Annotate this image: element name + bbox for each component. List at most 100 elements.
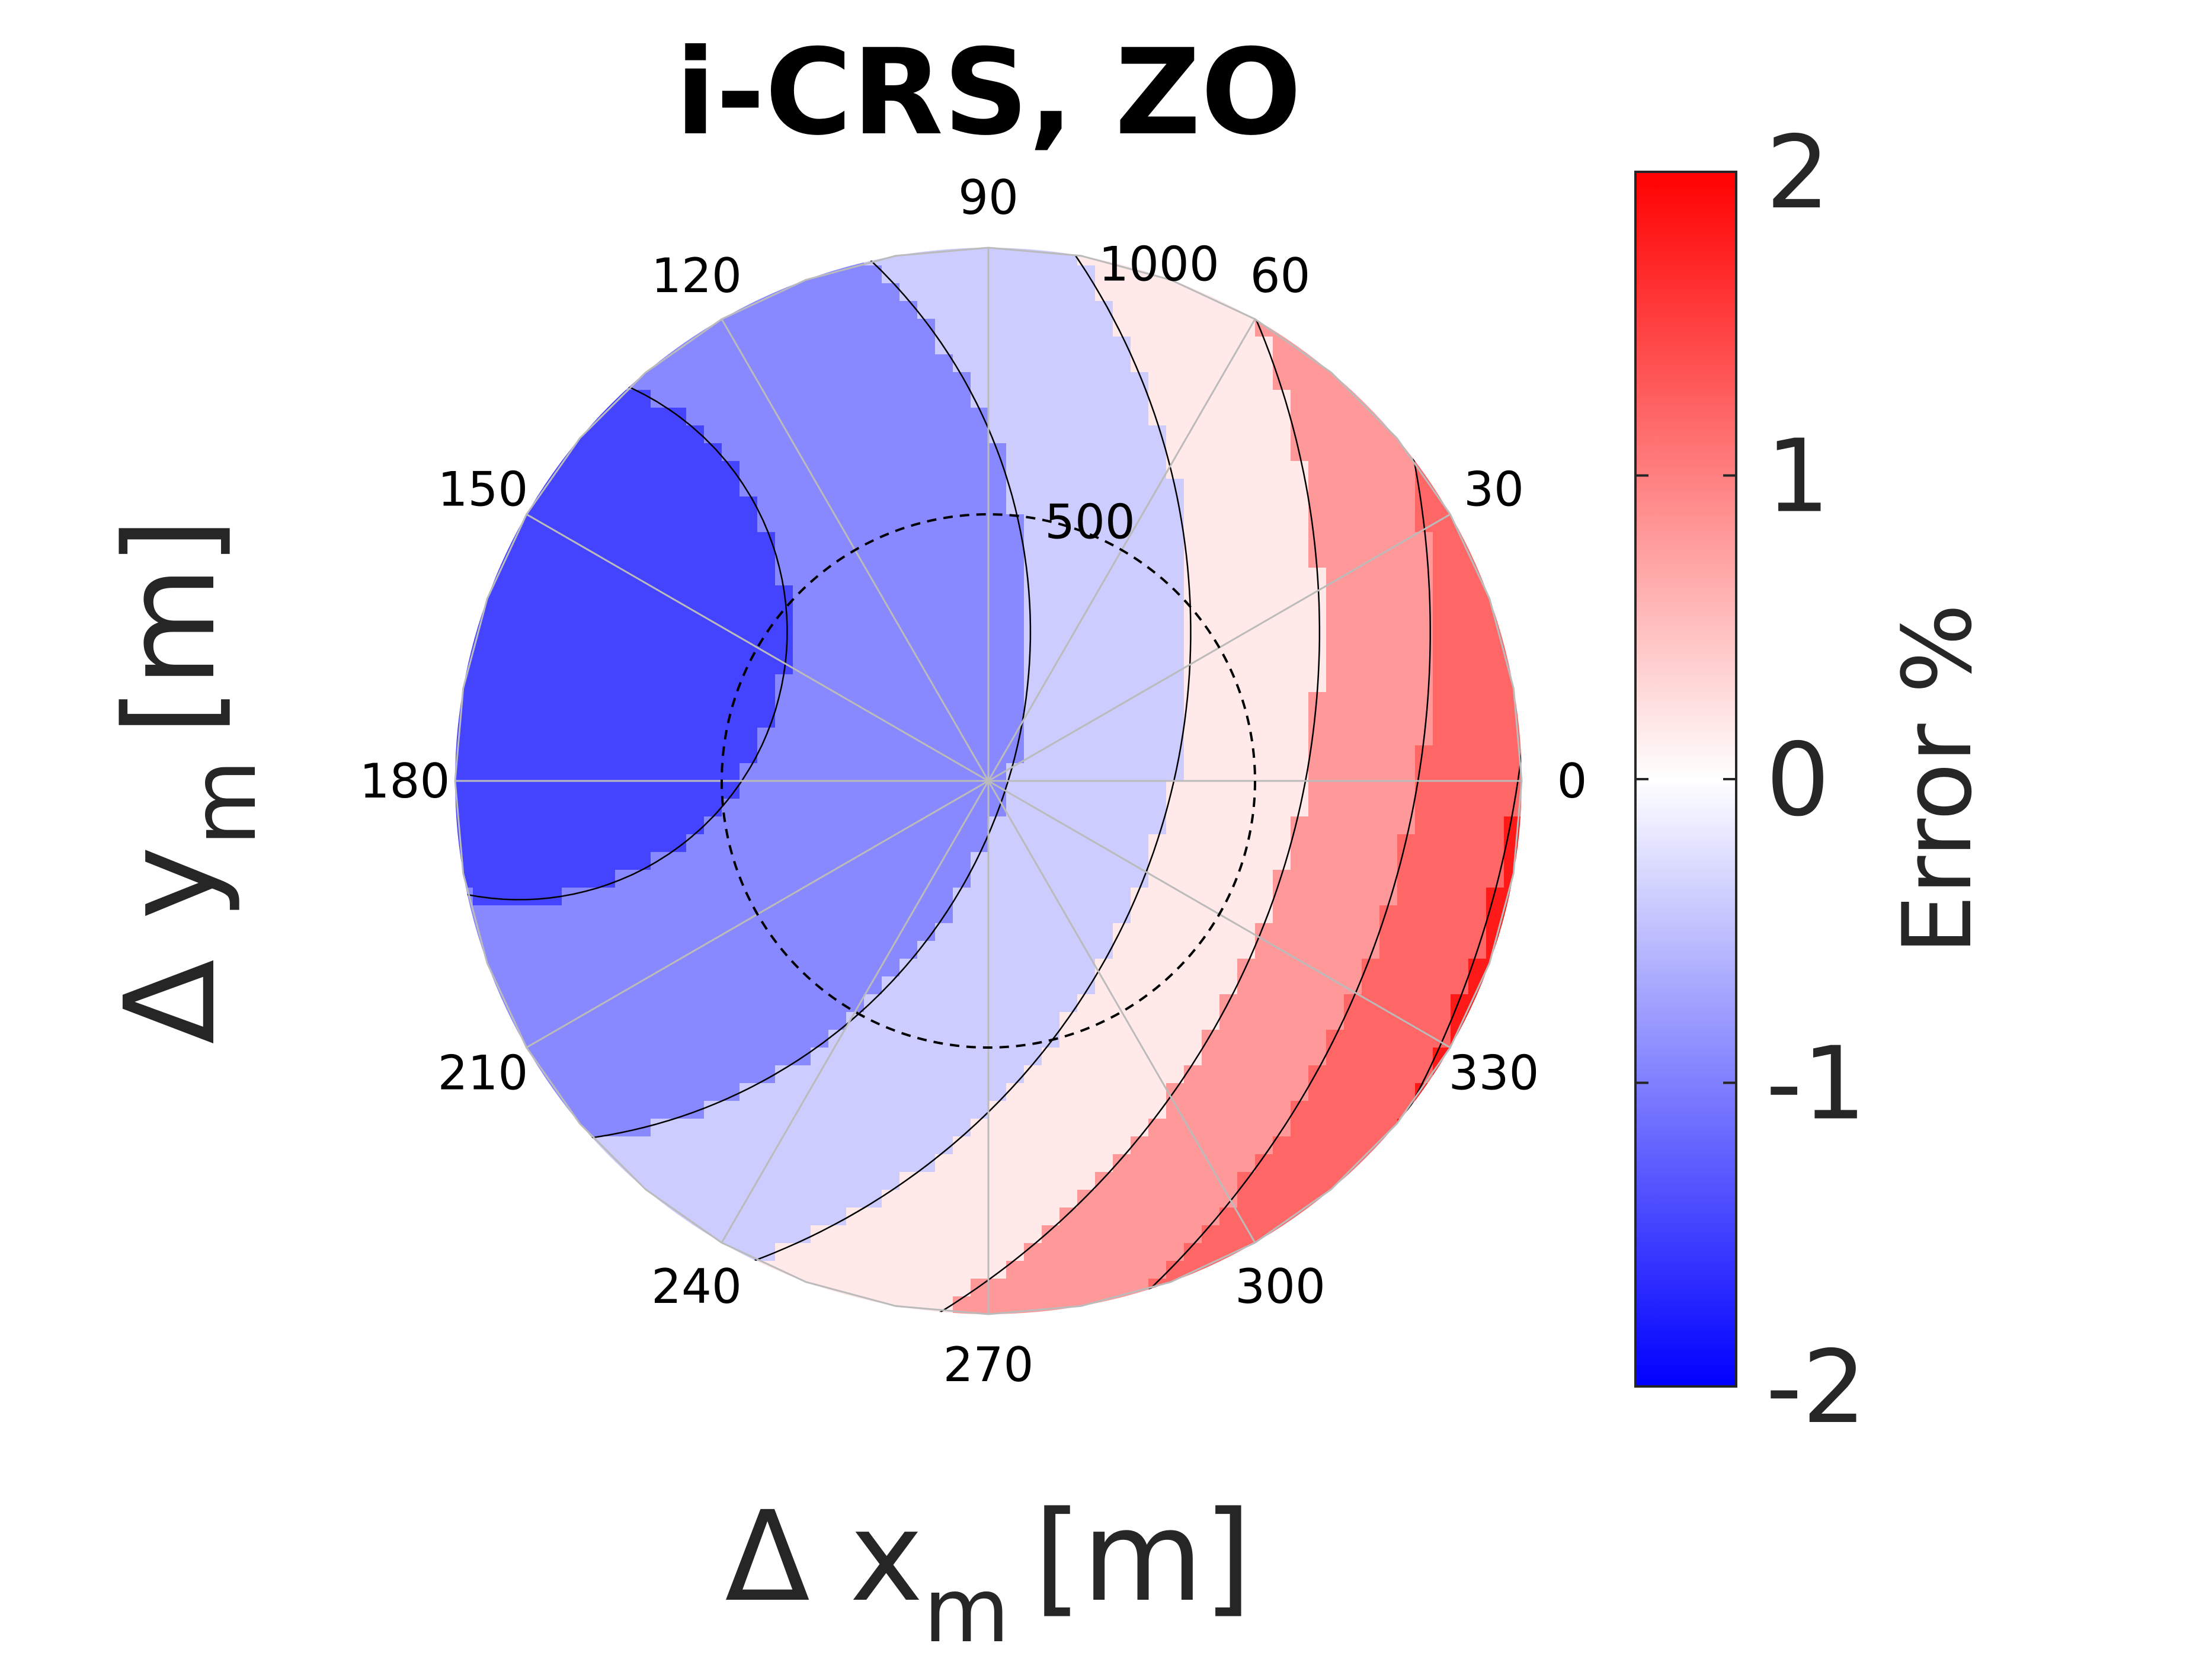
contour-cell bbox=[1486, 763, 1504, 782]
contour-cell bbox=[1397, 923, 1416, 941]
contour-cell bbox=[971, 1136, 989, 1155]
angle-tick-label: 30 bbox=[1464, 462, 1524, 517]
contour-cell bbox=[1148, 941, 1167, 959]
contour-cell bbox=[562, 710, 580, 728]
contour-cell bbox=[1184, 710, 1202, 728]
contour-cell bbox=[899, 1136, 918, 1155]
contour-cell bbox=[1291, 1065, 1309, 1084]
contour-cell bbox=[1362, 834, 1380, 853]
contour-cell bbox=[1362, 745, 1380, 764]
contour-cell bbox=[633, 408, 651, 426]
contour-cell bbox=[757, 621, 776, 639]
contour-cell bbox=[704, 1172, 722, 1190]
contour-cell bbox=[864, 354, 882, 373]
contour-cell bbox=[971, 1065, 989, 1084]
contour-cell bbox=[722, 390, 740, 408]
contour-cell bbox=[1184, 301, 1202, 319]
contour-cell bbox=[1308, 976, 1327, 995]
contour-cell bbox=[1219, 425, 1238, 444]
contour-cell bbox=[1397, 745, 1416, 764]
contour-cell bbox=[1077, 1083, 1096, 1101]
contour-cell bbox=[757, 1101, 776, 1119]
contour-cell bbox=[740, 941, 758, 959]
contour-cell bbox=[1202, 905, 1220, 924]
contour-cell bbox=[988, 1225, 1007, 1244]
contour-cell bbox=[1148, 337, 1167, 355]
contour-cell bbox=[846, 408, 865, 426]
contour-cell bbox=[1486, 870, 1504, 888]
contour-cell bbox=[1344, 1012, 1362, 1030]
contour-cell bbox=[704, 479, 722, 497]
contour-cell bbox=[1131, 603, 1149, 622]
contour-cell bbox=[1113, 497, 1131, 515]
contour-cell bbox=[1113, 674, 1131, 693]
contour-cell bbox=[971, 372, 989, 390]
contour-cell bbox=[988, 1136, 1007, 1155]
contour-cell bbox=[651, 816, 669, 835]
contour-cell bbox=[935, 781, 953, 799]
contour-cell bbox=[544, 1065, 562, 1084]
contour-cell bbox=[1184, 905, 1202, 924]
contour-cell bbox=[704, 1154, 722, 1173]
contour-cell bbox=[1095, 532, 1113, 550]
contour-cell bbox=[1468, 568, 1487, 586]
contour-cell bbox=[704, 870, 722, 888]
contour-cell bbox=[917, 1190, 936, 1208]
contour-cell bbox=[1148, 621, 1167, 639]
contour-cell bbox=[1237, 1083, 1256, 1101]
contour-cell bbox=[1344, 1030, 1362, 1048]
contour-cell bbox=[917, 1296, 936, 1314]
contour-cell bbox=[1131, 337, 1149, 355]
contour-cell bbox=[704, 639, 722, 657]
contour-cell bbox=[1504, 852, 1522, 870]
reference-circle bbox=[721, 513, 1256, 1049]
contour-cell bbox=[793, 372, 811, 390]
contour-cell bbox=[1131, 728, 1149, 746]
contour-cell bbox=[899, 994, 918, 1013]
contour-cell bbox=[1202, 692, 1220, 710]
contour-cell bbox=[491, 728, 509, 746]
contour-cell bbox=[473, 834, 491, 853]
contour-cell bbox=[1326, 941, 1345, 959]
contour-cell bbox=[1308, 816, 1327, 835]
contour-cell bbox=[828, 781, 847, 799]
contour-cell bbox=[668, 976, 687, 995]
contour-cell bbox=[899, 923, 918, 941]
contour-cell bbox=[1255, 1136, 1273, 1155]
contour-cell bbox=[1291, 888, 1309, 906]
contour-cell bbox=[668, 923, 687, 941]
contour-cell bbox=[704, 408, 722, 426]
contour-cell bbox=[793, 852, 811, 870]
contour-cell bbox=[1006, 372, 1025, 390]
contour-cell bbox=[1433, 461, 1451, 479]
contour-cell bbox=[1415, 976, 1433, 995]
contour-cell bbox=[988, 674, 1007, 693]
contour-cell bbox=[1433, 603, 1451, 622]
contour-cell bbox=[1326, 656, 1345, 675]
contour-cell bbox=[455, 941, 473, 959]
contour-cell bbox=[953, 319, 971, 337]
contour-cell bbox=[828, 834, 847, 853]
contour-cell bbox=[1095, 301, 1113, 319]
contour-cell bbox=[1113, 1225, 1131, 1244]
contour-cell bbox=[1468, 710, 1487, 728]
contour-cell bbox=[1059, 1190, 1078, 1208]
contour-cell bbox=[1024, 621, 1042, 639]
contour-cell bbox=[1219, 497, 1238, 515]
contour-cell bbox=[562, 1065, 580, 1084]
contour-cell bbox=[1095, 674, 1113, 693]
contour-cell bbox=[1095, 656, 1113, 675]
contour-cell bbox=[1166, 283, 1185, 302]
contour-cell bbox=[811, 390, 829, 408]
contour-cell bbox=[775, 710, 793, 728]
contour-cell bbox=[846, 1136, 865, 1155]
contour-cell bbox=[1362, 408, 1380, 426]
contour-cell bbox=[1273, 443, 1291, 462]
contour-cell bbox=[1344, 799, 1362, 817]
contour-cell bbox=[1291, 319, 1309, 337]
contour-cell bbox=[473, 976, 491, 995]
contour-cell bbox=[1184, 1065, 1202, 1084]
contour-cell bbox=[1166, 372, 1185, 390]
contour-cell bbox=[704, 1119, 722, 1137]
contour-cell bbox=[1326, 425, 1345, 444]
